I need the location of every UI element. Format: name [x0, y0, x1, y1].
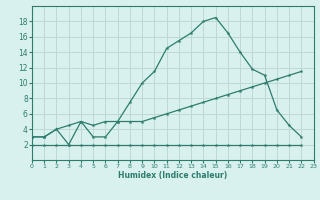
X-axis label: Humidex (Indice chaleur): Humidex (Indice chaleur) [118, 171, 228, 180]
